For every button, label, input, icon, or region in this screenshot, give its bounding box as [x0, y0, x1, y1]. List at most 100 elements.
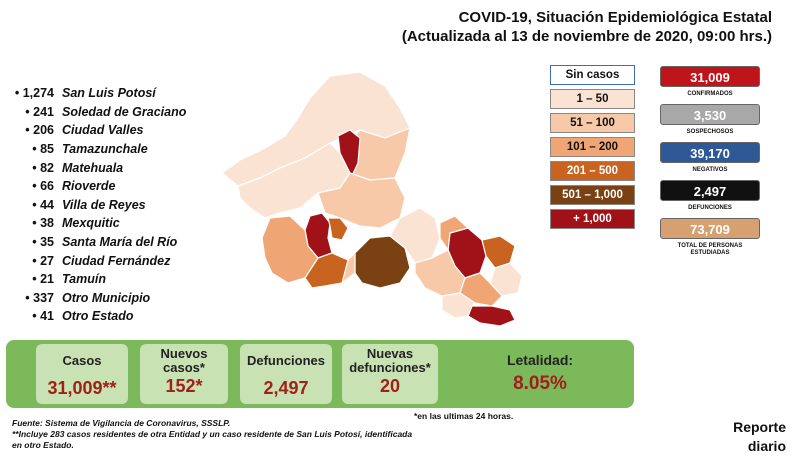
nota-line-1: **Incluye 283 casos residentes de otra E… [12, 429, 413, 439]
legend-item: 501 – 1,000 [550, 185, 635, 205]
reporte-line-1: Reporte [733, 419, 786, 435]
letalidad-label: Letalidad: [506, 352, 574, 368]
bullet: • [32, 142, 37, 157]
bullet: • [32, 253, 37, 268]
defunciones-value: 2,497 [263, 378, 309, 398]
stat-negativos-value: 39,170 [660, 142, 760, 163]
title-line-2: (Actualizada al 13 de noviembre de 2020,… [401, 28, 772, 45]
count: 337 [33, 290, 54, 305]
nuevas-defunciones-box: Nuevas defunciones* 20 [342, 344, 438, 404]
legend-item: 1 – 50 [550, 89, 635, 109]
defunciones-label: Defunciones [246, 353, 325, 368]
count: 1,274 [22, 86, 54, 101]
bullet: • [14, 86, 20, 101]
list-item: • 38 Mexquitic [8, 214, 208, 233]
municipio-name: San Luis Potosí [62, 86, 156, 101]
municipio-name: Ciudad Fernández [62, 253, 171, 268]
bullet: • [32, 179, 37, 194]
stat-total-value: 73,709 [660, 218, 760, 239]
bullet: • [25, 123, 30, 138]
title-line-1: COVID-19, Situación Epidemiológica Estat… [458, 9, 772, 26]
list-item: • 66 Rioverde [8, 177, 208, 196]
defunciones-box: Defunciones 2,497 [240, 344, 332, 404]
bullet: • [32, 309, 37, 324]
fuente-text: Fuente: Sistema de Vigilancia de Coronav… [12, 418, 231, 428]
municipio-name: Soledad de Graciano [62, 104, 187, 119]
count: 206 [33, 123, 54, 138]
municipio-name: Otro Estado [62, 309, 134, 324]
legend-item: 201 – 500 [550, 161, 635, 181]
stat-sospechosos-label: SOSPECHOSOS [686, 129, 734, 135]
casos-value: 31,009** [47, 378, 117, 398]
list-item: • 1,274 San Luis Potosí [8, 84, 208, 103]
nuevas-defunciones-value: 20 [379, 376, 401, 396]
stat-negativos-label: NEGATIVOS [692, 167, 728, 173]
municipio-name: Tamazunchale [62, 142, 148, 157]
map-region-tamazunchale [467, 305, 516, 327]
municipio-name: Otro Municipio [62, 290, 151, 305]
map-region-soledad [327, 217, 349, 241]
municipio-name: Tamuín [62, 272, 106, 287]
list-item: • 21 Tamuín [8, 270, 208, 289]
casos-label: Casos [62, 353, 102, 368]
count: 66 [40, 179, 54, 194]
municipio-name: Rioverde [62, 179, 116, 194]
stat-sospechosos-value: 3,530 [660, 104, 760, 125]
reporte-line-2: diario [747, 438, 786, 454]
bullet: • [32, 160, 37, 175]
map-region-south-east [441, 292, 476, 319]
map-region-huasteca-north [439, 215, 469, 251]
stat-total-label: TOTAL DE PERSONAS ESTUDIADAS [677, 243, 743, 256]
list-item: • 41 Otro Estado [8, 307, 208, 326]
list-item: • 337 Otro Municipio [8, 289, 208, 308]
count: 82 [40, 160, 54, 175]
municipio-name: Santa María del Río [62, 235, 178, 250]
map-region-center [317, 172, 406, 229]
stat-defunciones-value: 2,497 [660, 180, 760, 201]
count: 41 [40, 309, 54, 324]
count: 241 [33, 104, 54, 119]
nuevos-casos-value: 152* [165, 376, 203, 396]
municipio-name: Ciudad Valles [62, 123, 144, 138]
stat-defunciones-label: DEFUNCIONES [688, 205, 732, 211]
list-item: • 206 Ciudad Valles [8, 121, 208, 140]
stats-panel: 31,009 CONFIRMADOS 3,530 SOSPECHOSOS 39,… [660, 66, 760, 263]
legend-item: 51 – 100 [550, 113, 635, 133]
count: 21 [40, 272, 54, 287]
letalidad-block: Letalidad: 8.05% [470, 353, 610, 395]
list-item: • 82 Matehuala [8, 158, 208, 177]
municipio-name: Villa de Reyes [62, 197, 146, 212]
bullet: • [32, 216, 37, 231]
municipios-list: • 1,274 San Luis Potosí • 241 Soledad de G… [8, 84, 208, 326]
nuevos-casos-label: Nuevos casos* [160, 346, 208, 375]
casos-box: Casos 31,009** [36, 344, 128, 404]
map-region-rioverde [354, 235, 411, 289]
stat-confirmados-label: CONFIRMADOS [687, 91, 733, 97]
bullet: • [32, 235, 37, 250]
bullet: • [25, 290, 30, 305]
stat-confirmados-value: 31,009 [660, 66, 760, 87]
list-item: • 85 Tamazunchale [8, 140, 208, 159]
bullet: • [25, 104, 30, 119]
map-region-south-center [341, 252, 356, 284]
reporte-diario: Reporte diario [733, 418, 786, 456]
count: 85 [40, 142, 54, 157]
bullet: • [32, 197, 37, 212]
state-map [221, 71, 523, 327]
count: 27 [40, 253, 54, 268]
letalidad-value: 8.05% [513, 373, 567, 394]
legend-item: + 1,000 [550, 209, 635, 229]
list-item: • 44 Villa de Reyes [8, 196, 208, 215]
list-item: • 35 Santa María del Río [8, 233, 208, 252]
nota-line-2: en otro Estado. [12, 440, 74, 450]
nuevos-casos-box: Nuevos casos* 152* [140, 344, 228, 404]
list-item: • 27 Ciudad Fernández [8, 251, 208, 270]
count: 35 [40, 235, 54, 250]
nuevas-defunciones-label: Nuevas defunciones* [349, 346, 431, 375]
legend-item: 101 – 200 [550, 137, 635, 157]
last-24h-note: *en las ultimas 24 horas. [414, 411, 514, 421]
municipio-name: Matehuala [62, 160, 124, 175]
list-item: • 241 Soledad de Graciano [8, 103, 208, 122]
page-title: COVID-19, Situación Epidemiológica Estat… [402, 8, 772, 46]
municipio-name: Mexquitic [62, 216, 120, 231]
